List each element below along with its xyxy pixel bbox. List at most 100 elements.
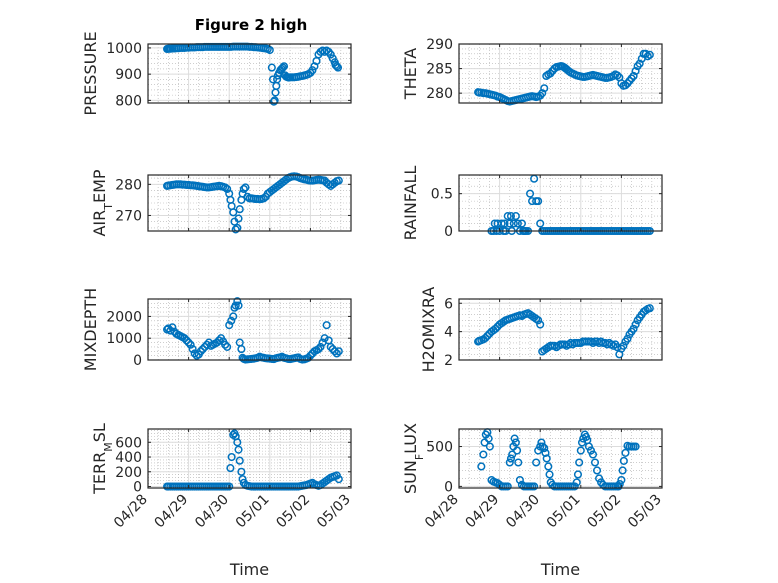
xtick-label: 04/29 [152, 492, 192, 532]
ytick-label: 500 [426, 440, 453, 456]
data-point [573, 470, 583, 479]
data-point [180, 334, 189, 343]
data-point [334, 347, 343, 356]
data-point [631, 320, 640, 329]
data-point [619, 341, 628, 350]
axes-box [147, 43, 352, 104]
data-point [514, 458, 523, 467]
data-point [235, 205, 244, 214]
data-point [227, 316, 236, 325]
data-point [505, 458, 514, 467]
data-point [330, 347, 339, 356]
data-point [526, 189, 535, 198]
data-point [542, 454, 551, 463]
yaxis-label: THETA [401, 48, 420, 100]
ytick-label: 1000 [106, 331, 142, 347]
plot-area [148, 429, 351, 488]
data-point [588, 450, 598, 459]
data-point [241, 183, 250, 192]
data-point [618, 466, 627, 475]
series-markers [474, 49, 654, 106]
data-point [536, 442, 545, 451]
data-point [540, 84, 549, 93]
data-point [270, 96, 279, 105]
ytick-label: 2 [444, 353, 453, 369]
ytick-label: 290 [426, 37, 453, 53]
xtick-label: 05/03 [625, 492, 665, 532]
yaxis-label: MIXDEPTH [81, 288, 100, 371]
data-point [226, 464, 235, 473]
data-point [503, 212, 512, 221]
data-point [621, 81, 630, 90]
data-point [576, 446, 585, 455]
data-point [477, 462, 486, 471]
data-point [196, 347, 205, 356]
subplot-8: 0 500 04/28 04/29 04/30 05/01 05/02 05/03 Time SU… [401, 423, 665, 579]
data-point [541, 448, 550, 457]
ytick-label: 600 [115, 435, 142, 451]
data-point [259, 194, 268, 203]
data-point [485, 442, 494, 451]
data-point [532, 458, 541, 467]
plot-area [459, 429, 662, 488]
data-point [326, 50, 335, 59]
data-point [645, 50, 654, 59]
axes-box [147, 428, 352, 489]
data-point [505, 219, 514, 228]
data-point [545, 470, 554, 479]
data-point [221, 340, 230, 349]
xaxis-label: Time [540, 560, 580, 579]
data-point [278, 63, 287, 72]
data-point [326, 342, 335, 351]
data-point [536, 219, 545, 228]
data-point [570, 482, 579, 491]
data-point [223, 184, 232, 194]
data-point [544, 462, 553, 471]
axes-box [458, 298, 663, 361]
ytick-label: 4 [444, 325, 453, 341]
data-point [328, 54, 337, 63]
axes-box [458, 428, 663, 489]
data-point [511, 212, 520, 221]
data-point [332, 62, 341, 71]
figure-title: Figure 2 high [195, 16, 308, 34]
data-point [188, 345, 197, 354]
data-point [333, 63, 343, 72]
xtick-label: 05/02 [584, 492, 624, 532]
data-point [235, 456, 244, 465]
yaxis-label: TERRMSL [90, 423, 115, 495]
ytick-label: 0 [133, 480, 142, 496]
data-point [491, 324, 500, 333]
yaxis-label: AIRTEMP [90, 169, 115, 236]
xaxis-label: Time [229, 560, 269, 579]
data-point [215, 336, 224, 345]
yaxis-label: PRESSURE [81, 31, 100, 115]
xtick-label: 04/29 [463, 492, 503, 532]
data-point [503, 482, 512, 491]
data-point [506, 454, 516, 463]
data-point [635, 59, 644, 68]
data-point [334, 176, 343, 185]
data-point [572, 478, 581, 487]
data-point [186, 340, 195, 349]
yaxis-label: H2OMIXRA [419, 287, 438, 373]
data-point [479, 450, 488, 459]
data-point [229, 208, 238, 217]
series-markers [477, 428, 640, 491]
data-point [497, 219, 506, 228]
data-point [538, 442, 547, 451]
data-point [480, 438, 489, 447]
ytick-label: 0.5 [431, 187, 453, 203]
ytick-label: 200 [115, 465, 142, 481]
data-point [575, 458, 584, 467]
data-point [508, 450, 517, 459]
series-markers [474, 304, 654, 359]
ytick-label: 2000 [106, 309, 142, 325]
data-point [645, 304, 654, 313]
data-point [517, 219, 526, 228]
ytick-label: 0 [444, 224, 453, 240]
data-point [233, 297, 242, 306]
xtick-label: 05/01 [544, 492, 584, 532]
